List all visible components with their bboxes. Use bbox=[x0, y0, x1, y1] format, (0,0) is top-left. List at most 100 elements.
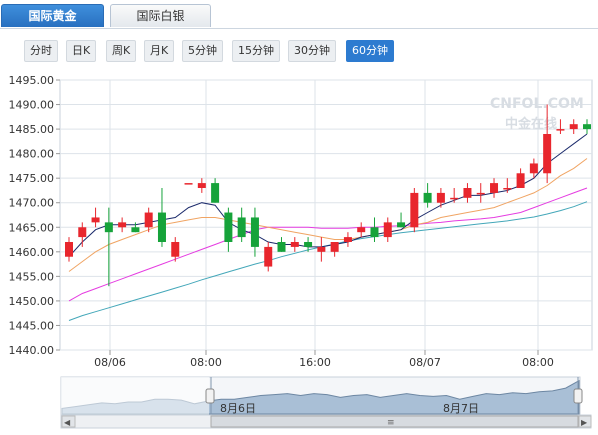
navigator-left-handle[interactable] bbox=[205, 388, 215, 404]
candles bbox=[65, 104, 591, 287]
period-60min-button[interactable]: 60分钟 bbox=[346, 40, 394, 62]
candle bbox=[131, 222, 140, 233]
candle-body bbox=[370, 227, 379, 238]
candle bbox=[583, 119, 591, 134]
candle bbox=[569, 119, 578, 134]
candle-body bbox=[330, 242, 339, 252]
candle bbox=[237, 207, 246, 242]
period-5min-button[interactable]: 5分钟 bbox=[182, 40, 223, 62]
candle bbox=[171, 237, 180, 262]
y-tick-label: 1470.00 bbox=[9, 197, 55, 210]
candle-body bbox=[277, 242, 286, 252]
candle bbox=[197, 178, 206, 193]
candle-body bbox=[250, 217, 259, 247]
period-30min-button[interactable]: 30分钟 bbox=[288, 40, 336, 62]
tab-gold[interactable]: 国际黄金 bbox=[1, 4, 104, 27]
navigator-date-label-2: 8月7日 bbox=[443, 402, 479, 415]
candle bbox=[104, 207, 113, 287]
y-tick-label: 1445.00 bbox=[9, 319, 55, 332]
navigator[interactable]: 8月6日 8月7日 bbox=[60, 376, 583, 416]
candle-body bbox=[529, 163, 538, 174]
candle bbox=[463, 183, 472, 203]
candle bbox=[157, 188, 166, 247]
candle bbox=[277, 237, 286, 252]
candle bbox=[264, 242, 273, 272]
candle-body bbox=[423, 192, 432, 203]
y-axis: 1495.00 1490.00 1485.00 1480.00 1475.00 1470.… bbox=[9, 74, 60, 357]
scroll-grip-icon: ≡ bbox=[387, 418, 395, 428]
candle-body bbox=[171, 242, 180, 257]
candle bbox=[184, 183, 193, 185]
y-tick-label: 1490.00 bbox=[9, 99, 55, 112]
period-monthly-button[interactable]: 月K bbox=[144, 40, 175, 62]
candle bbox=[383, 217, 392, 242]
scroll-right-button[interactable] bbox=[578, 415, 592, 428]
navigator-right-handle[interactable] bbox=[573, 388, 583, 404]
candle bbox=[211, 178, 220, 203]
candle-body bbox=[543, 134, 552, 174]
ma5-line bbox=[68, 133, 588, 258]
x-tick-label: 08:00 bbox=[190, 356, 222, 369]
scroll-left-arrow-icon: ◀ bbox=[64, 418, 71, 427]
candle bbox=[410, 188, 419, 233]
y-tick-label: 1480.00 bbox=[9, 148, 55, 161]
candle-body bbox=[144, 212, 153, 228]
y-tick-label: 1450.00 bbox=[9, 295, 55, 308]
candle bbox=[343, 232, 352, 247]
instrument-tabbar: 国际黄金 国际白银 bbox=[0, 0, 598, 29]
period-15min-button[interactable]: 15分钟 bbox=[232, 40, 280, 62]
candle-body bbox=[65, 242, 73, 257]
y-tick-label: 1495.00 bbox=[9, 74, 55, 87]
candle bbox=[65, 237, 73, 262]
candle bbox=[118, 217, 127, 233]
candle-body bbox=[211, 183, 220, 203]
moving-average-lines bbox=[68, 133, 588, 321]
candle bbox=[330, 242, 339, 257]
period-daily-button[interactable]: 日K bbox=[66, 40, 97, 62]
candle-body bbox=[569, 124, 578, 130]
candle-body bbox=[516, 173, 525, 188]
ma20-line bbox=[68, 187, 588, 302]
candle bbox=[304, 237, 313, 252]
candle bbox=[450, 188, 459, 203]
watermark-subtext: 中金在线 bbox=[505, 116, 557, 132]
candle-body bbox=[197, 183, 206, 188]
candle-body bbox=[290, 242, 299, 247]
navigator-unselected-mask bbox=[61, 377, 209, 415]
candle-body bbox=[450, 197, 459, 200]
y-tick-label: 1485.00 bbox=[9, 123, 55, 136]
candle bbox=[397, 212, 406, 228]
candle-body bbox=[343, 237, 352, 242]
scrollbar-thumb[interactable] bbox=[210, 415, 579, 428]
candle-body bbox=[436, 192, 445, 203]
candle-body bbox=[397, 222, 406, 228]
x-axis: 08/06 08:00 16:00 08/07 08:00 bbox=[94, 350, 554, 369]
candle bbox=[91, 207, 100, 228]
candle-body bbox=[490, 183, 499, 193]
candle-body bbox=[184, 183, 193, 185]
candle-body bbox=[264, 246, 273, 267]
candle-body bbox=[357, 227, 366, 233]
y-tick-label: 1465.00 bbox=[9, 221, 55, 234]
candle bbox=[529, 158, 538, 179]
candle-body bbox=[104, 222, 113, 233]
candle-body bbox=[383, 222, 392, 238]
candle bbox=[250, 207, 259, 257]
candle bbox=[290, 237, 299, 252]
y-tick-label: 1475.00 bbox=[9, 172, 55, 185]
scroll-left-button[interactable] bbox=[61, 415, 76, 428]
period-weekly-button[interactable]: 周K bbox=[106, 40, 137, 62]
candle-body bbox=[78, 227, 87, 238]
navigator-scrollbar[interactable]: ◀ ≡ ▶ bbox=[60, 414, 592, 429]
period-intraday-button[interactable]: 分时 bbox=[24, 40, 58, 62]
candle bbox=[476, 183, 485, 203]
candle-body bbox=[410, 192, 419, 228]
tab-silver[interactable]: 国际白银 bbox=[110, 4, 211, 27]
candle-body bbox=[317, 246, 326, 252]
candle bbox=[224, 207, 233, 252]
candle-body bbox=[304, 242, 313, 247]
navigator-date-label-1: 8月6日 bbox=[220, 402, 256, 415]
candle bbox=[370, 217, 379, 242]
candle bbox=[503, 178, 512, 193]
candle-body bbox=[91, 217, 100, 223]
